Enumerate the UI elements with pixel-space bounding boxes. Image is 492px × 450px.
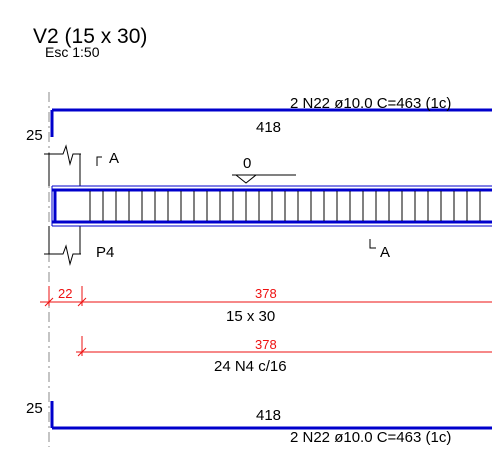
drawing-title: V2 (15 x 30) bbox=[33, 25, 148, 48]
level-mark-label: 0 bbox=[243, 155, 252, 172]
dimension-line-span bbox=[40, 286, 492, 307]
stirrup-span-dimension: 378 bbox=[255, 337, 277, 352]
top-bar-hook-length: 25 bbox=[26, 127, 43, 144]
section-cut-bottom-mark bbox=[369, 239, 376, 249]
support-label: P4 bbox=[96, 244, 115, 261]
column-break-bottom bbox=[44, 226, 81, 266]
section-cut-top-mark bbox=[96, 156, 102, 166]
top-bar-callout: 2 N22 ø10.0 C=463 (1c) bbox=[290, 95, 452, 112]
stirrup-lines bbox=[89, 191, 481, 221]
bottom-bar-callout: 2 N22 ø10.0 C=463 (1c) bbox=[290, 429, 452, 446]
column-break-top bbox=[44, 144, 81, 186]
dimension-line-stirrups bbox=[76, 336, 492, 357]
span-dimension: 378 bbox=[255, 286, 277, 301]
bottom-bar-length: 418 bbox=[256, 407, 282, 424]
section-marker-bottom: A bbox=[380, 244, 391, 261]
level-mark-symbol bbox=[232, 174, 296, 184]
section-marker-top: A bbox=[109, 150, 120, 167]
bottom-bar-shape bbox=[50, 401, 492, 430]
section-size-label: 15 x 30 bbox=[226, 308, 276, 325]
top-bar-length: 418 bbox=[256, 119, 282, 136]
top-bar-shape bbox=[50, 108, 492, 137]
beam-elevation bbox=[51, 185, 492, 227]
support-width-dimension: 22 bbox=[58, 286, 73, 301]
stirrup-callout: 24 N4 c/16 bbox=[214, 358, 287, 375]
drawing-scale: Esc 1:50 bbox=[45, 44, 100, 60]
bottom-bar-hook-length: 25 bbox=[26, 400, 43, 417]
